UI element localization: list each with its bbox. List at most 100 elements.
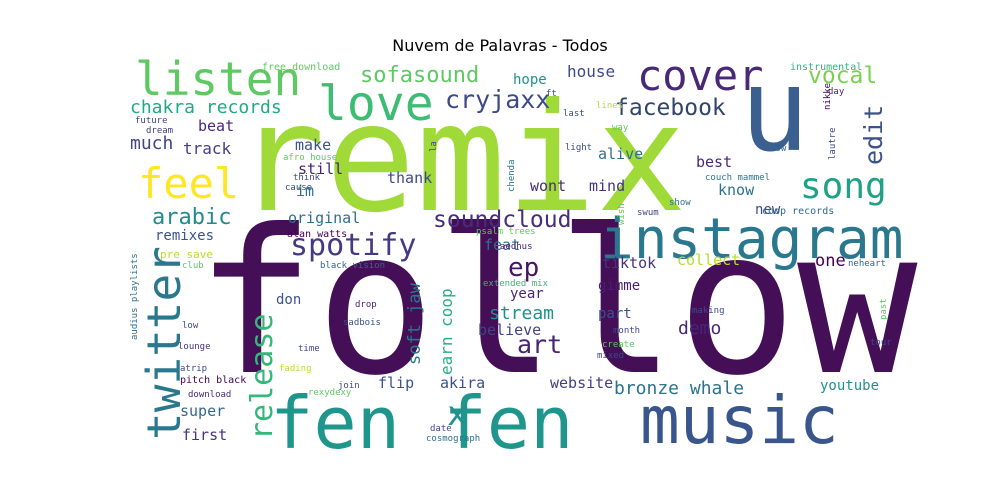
word-lounge: lounge <box>178 342 211 352</box>
word-chenda: chenda <box>507 159 517 192</box>
word-free-download: free download <box>262 62 340 73</box>
word-lautre: lautre <box>828 127 838 160</box>
word-house: house <box>567 62 615 81</box>
word-remix: remix <box>235 72 687 246</box>
word-follow: follow <box>195 187 918 420</box>
word-bronze-whale: bronze whale <box>614 378 744 399</box>
word-last: last <box>563 109 585 119</box>
word-twitter: twitter <box>137 246 191 440</box>
word-sofasound: sofasound <box>360 63 479 88</box>
word-new: new <box>755 202 781 218</box>
word-la: la <box>429 141 439 152</box>
word-listen: listen <box>135 52 301 106</box>
word-download: download <box>188 390 231 400</box>
word-believe: believe <box>478 321 541 339</box>
word-im: im <box>296 182 314 200</box>
word-website: website <box>550 374 613 392</box>
word-create: create <box>602 340 635 350</box>
word-sadbois: sadbois <box>343 318 381 328</box>
word-way: way <box>612 123 629 133</box>
word-edit: edit <box>859 105 888 165</box>
word-wish: wish <box>617 203 627 225</box>
word-psalm-trees: psalm trees <box>476 227 536 237</box>
word-know: know <box>718 181 755 199</box>
word-nikke: nikke <box>823 83 833 110</box>
word-cryjaxx: cryjaxx <box>445 85 550 114</box>
word-lines: lines <box>596 101 623 111</box>
word-future: future <box>135 116 168 126</box>
word-neheart: neheart <box>848 259 886 269</box>
word-pre-save: pre save <box>160 248 213 261</box>
word-best: best <box>696 153 732 171</box>
word-drop: drop <box>355 300 377 310</box>
chart-title: Nuvem de Palavras - Todos <box>392 36 608 55</box>
word-spotify: spotify <box>290 228 416 263</box>
word-think: think <box>293 173 321 183</box>
word-tour: tour <box>870 338 892 348</box>
word-first: first <box>182 426 227 444</box>
word-super: super <box>180 402 225 420</box>
word-flip: flip <box>378 374 414 392</box>
word-one: one <box>815 251 846 271</box>
word-instrumental: instrumental <box>790 62 862 73</box>
word-time: time <box>298 344 320 354</box>
word-audius-playlists: audius playlists <box>130 253 140 340</box>
word-making: making <box>692 306 725 316</box>
word-u: u <box>740 44 809 178</box>
word-music: music <box>640 382 839 459</box>
word-fen-fen: fen fen <box>270 381 573 465</box>
word-feat: feat <box>484 236 520 254</box>
word-join: join <box>338 381 360 391</box>
word-love: love <box>318 76 434 132</box>
word-pitch-black: pitch black <box>180 375 246 386</box>
word-day: day <box>828 87 845 97</box>
word-cover: cover <box>637 51 763 100</box>
word-release: release <box>245 314 280 440</box>
word-dream: dream <box>146 126 173 136</box>
word-don: don <box>276 292 301 308</box>
word-cosmograph: cosmograph <box>426 434 480 444</box>
word-club: club <box>182 261 204 271</box>
word-still: still <box>298 160 343 178</box>
word-original: original <box>288 209 360 227</box>
word-facebook: facebook <box>615 95 726 121</box>
word-x: x <box>447 394 467 434</box>
word-make: make <box>295 136 331 154</box>
word-arabic: arabic <box>152 205 231 230</box>
word-fading: fading <box>279 364 312 374</box>
word-chakra-records: chakra records <box>130 97 282 118</box>
word-art: art <box>517 330 562 359</box>
word-collect: collect <box>677 251 740 269</box>
word-ft: ft <box>546 89 557 99</box>
word-now: now <box>770 144 787 154</box>
word-thank: thank <box>387 169 432 187</box>
word-aedhus: aedhus <box>500 242 533 252</box>
word-youtube: youtube <box>820 378 879 394</box>
word-hope: hope <box>513 72 547 88</box>
word-alan-watts: alan watts <box>287 229 347 240</box>
word-show: show <box>669 198 691 208</box>
word-soft-jaw: soft jaw <box>405 282 425 365</box>
word-extended-mix: extended mix <box>483 279 549 289</box>
word-past: past <box>879 298 889 320</box>
word-gimme: gimme <box>598 278 640 294</box>
word-coop-records: coop records <box>762 206 834 217</box>
word-part: part <box>598 306 632 322</box>
word-beat: beat <box>198 117 234 135</box>
word-remixes: remixes <box>155 228 214 244</box>
word-wont: wont <box>530 177 566 195</box>
word-feel: feel <box>138 159 239 208</box>
word-month: month <box>613 326 640 336</box>
word-light: light <box>565 143 592 153</box>
word-instagram: instagram <box>600 207 903 272</box>
word-cause: cause <box>285 183 312 193</box>
word-mind: mind <box>589 177 625 195</box>
word-year: year <box>510 286 544 302</box>
word-soundcloud: soundcloud <box>433 207 571 233</box>
word-stream: stream <box>489 303 554 324</box>
word-track: track <box>183 139 232 158</box>
word-atrip: atrip <box>180 364 207 374</box>
word-demo: demo <box>678 318 721 339</box>
word-akira: akira <box>440 374 485 392</box>
